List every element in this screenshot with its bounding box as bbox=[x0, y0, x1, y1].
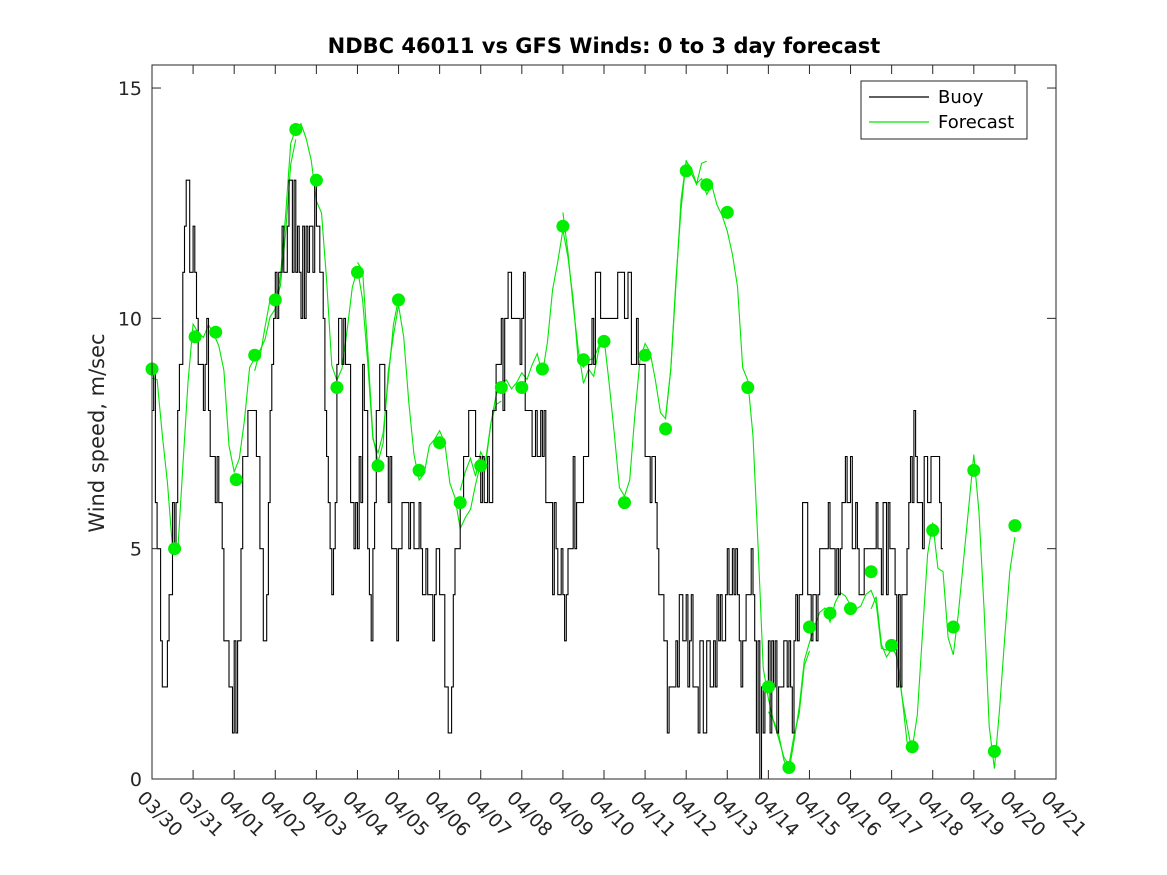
legend-box bbox=[860, 80, 1028, 140]
plot-area bbox=[152, 65, 1056, 779]
x-tick-label: 04/08 bbox=[502, 787, 556, 841]
forecast-marker bbox=[864, 565, 878, 579]
x-tick-label: 03/30 bbox=[132, 787, 186, 841]
x-tick-label: 04/21 bbox=[1036, 787, 1090, 841]
forecast-marker bbox=[1008, 519, 1022, 533]
forecast-marker bbox=[926, 523, 940, 537]
forecast-marker bbox=[268, 293, 282, 307]
buoy-line bbox=[152, 179, 943, 780]
plot-background bbox=[152, 65, 1056, 779]
x-tick-label: 04/05 bbox=[379, 787, 433, 841]
forecast-marker bbox=[967, 463, 981, 477]
forecast-marker bbox=[905, 740, 919, 754]
forecast-marker bbox=[577, 353, 590, 367]
forecast-marker bbox=[700, 178, 714, 192]
forecast-marker bbox=[885, 638, 899, 652]
forecast-marker bbox=[761, 680, 775, 694]
forecast-marker bbox=[209, 325, 223, 339]
forecast-marker bbox=[371, 459, 385, 473]
forecast-marker bbox=[556, 219, 570, 233]
forecast-marker bbox=[679, 164, 693, 178]
forecast-marker bbox=[433, 436, 447, 450]
forecast-marker bbox=[659, 422, 673, 436]
forecast-marker bbox=[188, 330, 202, 344]
forecast-line bbox=[870, 454, 1016, 769]
x-tick-label: 04/04 bbox=[338, 787, 392, 841]
y-tick-label: 15 bbox=[118, 78, 142, 100]
x-tick-label: 04/10 bbox=[584, 787, 638, 841]
forecast-marker bbox=[823, 606, 837, 620]
forecast-marker bbox=[248, 348, 262, 362]
forecast-marker bbox=[638, 348, 652, 362]
y-tick-label: 10 bbox=[118, 308, 142, 330]
x-tick-label: 04/03 bbox=[297, 787, 351, 841]
x-tick-label: 04/18 bbox=[913, 787, 967, 841]
legend-buoy-label: Buoy bbox=[938, 87, 984, 108]
x-tick-label: 04/06 bbox=[420, 787, 474, 841]
x-tick-label: 03/31 bbox=[174, 787, 228, 841]
forecast-marker bbox=[618, 496, 631, 510]
forecast-marker bbox=[330, 381, 344, 394]
x-tick-label: 04/19 bbox=[954, 787, 1008, 841]
forecast-marker bbox=[474, 459, 488, 473]
forecast-line bbox=[562, 160, 707, 498]
buoy-series bbox=[152, 179, 943, 780]
forecast-marker bbox=[515, 381, 529, 394]
forecast-markers bbox=[145, 123, 1022, 774]
x-tick-label: 04/01 bbox=[215, 787, 269, 841]
forecast-marker bbox=[720, 205, 734, 219]
forecast-marker bbox=[535, 362, 549, 376]
forecast-marker bbox=[782, 761, 796, 774]
forecast-marker bbox=[946, 620, 960, 634]
forecast-marker bbox=[289, 123, 303, 136]
chart-title: NDBC 46011 vs GFS Winds: 0 to 3 day fore… bbox=[328, 34, 881, 58]
x-tick-label: 04/14 bbox=[749, 787, 803, 841]
forecast-marker bbox=[597, 334, 611, 348]
x-tick-label: 04/13 bbox=[708, 787, 762, 841]
x-tick-label: 04/12 bbox=[667, 787, 721, 841]
forecast-marker bbox=[229, 473, 243, 487]
y-axis-label: Wind speed, m/sec bbox=[85, 333, 109, 532]
forecast-marker bbox=[494, 381, 508, 394]
forecast-marker bbox=[412, 463, 426, 477]
x-tick-label: 04/17 bbox=[872, 787, 926, 841]
y-tick-label: 0 bbox=[130, 769, 142, 791]
forecast-marker bbox=[351, 265, 364, 279]
x-tick-label: 04/11 bbox=[626, 787, 680, 841]
forecast-marker bbox=[987, 744, 1001, 758]
forecast-marker bbox=[803, 620, 816, 634]
x-tick-label: 04/09 bbox=[543, 787, 597, 841]
x-tick-label: 04/16 bbox=[831, 787, 885, 841]
forecast-marker bbox=[741, 381, 755, 394]
forecast-line bbox=[357, 262, 502, 531]
forecast-marker bbox=[453, 496, 467, 510]
forecast-marker bbox=[392, 293, 405, 307]
x-tick-label: 04/20 bbox=[995, 787, 1049, 841]
forecast-marker bbox=[309, 173, 323, 187]
y-tick-label: 5 bbox=[130, 539, 142, 561]
x-tick-label: 04/02 bbox=[256, 787, 310, 841]
x-tick-label: 04/15 bbox=[790, 787, 844, 841]
x-tick-label: 04/07 bbox=[461, 787, 515, 841]
legend: Buoy Forecast bbox=[860, 80, 1028, 140]
forecast-marker bbox=[168, 542, 182, 556]
legend-forecast-label: Forecast bbox=[938, 112, 1014, 133]
forecast-marker bbox=[844, 602, 857, 616]
